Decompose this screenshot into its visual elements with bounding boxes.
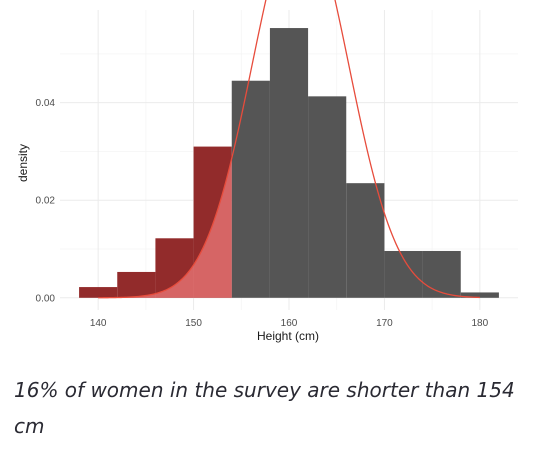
- histogram-chart: 140 150 160 170 180 0.00 0.02 0.04 Height (cm)…: [16, 0, 518, 343]
- histogram-bar: [269, 28, 309, 298]
- histogram-bars: [79, 28, 499, 298]
- y-tick-label: 0.02: [36, 196, 56, 207]
- y-axis-ticks: 0.00 0.02 0.04: [36, 98, 56, 304]
- x-tick-label: 150: [185, 318, 202, 329]
- x-axis-ticks: 140 150 160 170 180: [90, 318, 489, 329]
- histogram-bar: [308, 96, 347, 298]
- x-tick-label: 140: [90, 318, 107, 329]
- histogram-bar: [79, 287, 118, 298]
- histogram-bar: [117, 271, 156, 298]
- x-tick-label: 170: [376, 318, 393, 329]
- normal-curve: [98, 0, 480, 299]
- shaded-region: [98, 158, 232, 298]
- histogram-bar: [346, 183, 385, 298]
- y-tick-label: 0.00: [36, 293, 56, 304]
- x-tick-label: 160: [281, 318, 298, 329]
- x-axis-label: Height (cm): [257, 329, 319, 343]
- histogram-bar: [460, 292, 499, 298]
- histogram-bar: [422, 250, 461, 298]
- chart-caption: 16% of women in the survey are shorter t…: [14, 378, 515, 438]
- y-tick-label: 0.04: [36, 98, 56, 109]
- shaded-area: [98, 158, 232, 298]
- y-axis-label: density: [16, 144, 30, 182]
- x-tick-label: 180: [471, 318, 488, 329]
- histogram-bar: [231, 80, 270, 298]
